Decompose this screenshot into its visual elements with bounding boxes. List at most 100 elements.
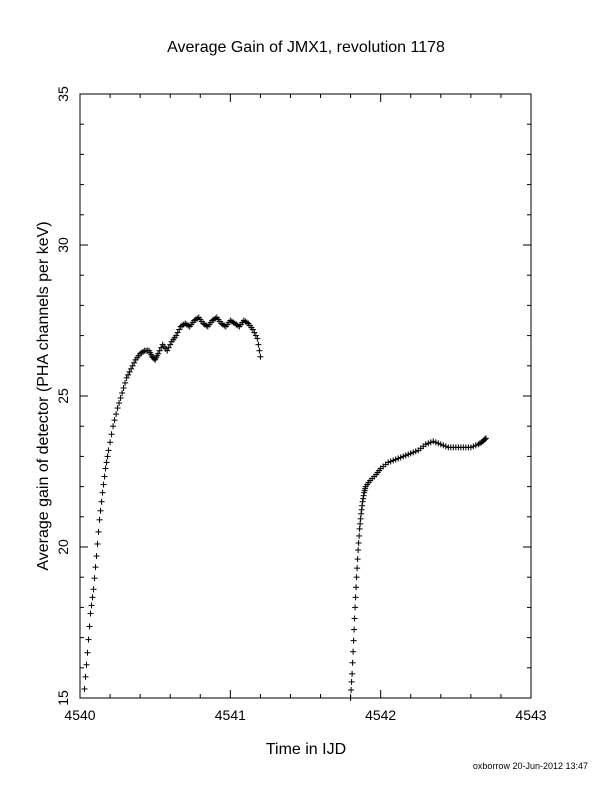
data-point <box>349 670 356 677</box>
data-point <box>354 565 361 572</box>
data-point <box>91 575 98 582</box>
data-point <box>167 341 174 348</box>
data-point <box>353 584 360 591</box>
data-point <box>94 540 101 547</box>
data-point <box>482 435 489 442</box>
data-point <box>257 353 264 360</box>
data-point <box>116 400 123 407</box>
data-point <box>387 458 394 465</box>
data-point <box>254 335 261 342</box>
data-point <box>395 455 402 462</box>
x-tick-label: 4541 <box>215 707 246 723</box>
data-point <box>113 411 120 418</box>
y-tick-label: 30 <box>55 237 71 253</box>
data-point <box>425 440 432 447</box>
data-point <box>110 423 117 430</box>
data-point <box>255 341 262 348</box>
data-point <box>354 556 361 563</box>
data-point <box>129 362 136 369</box>
data-point <box>349 659 356 666</box>
x-tick-label: 4540 <box>64 707 95 723</box>
data-point <box>103 459 110 466</box>
data-point <box>92 564 99 571</box>
data-point <box>93 553 100 560</box>
data-point <box>390 457 397 464</box>
data-point <box>120 384 127 391</box>
data-point <box>95 528 102 535</box>
data-point <box>355 547 362 554</box>
data-point <box>101 473 108 480</box>
data-point <box>352 604 359 611</box>
data-point <box>126 368 133 375</box>
data-point <box>158 344 165 351</box>
data-point <box>87 610 94 617</box>
data-point <box>392 456 399 463</box>
data-point <box>353 574 360 581</box>
data-point <box>351 615 358 622</box>
data-point <box>102 465 109 472</box>
data-point <box>156 347 163 354</box>
data-point <box>84 649 91 656</box>
data-point <box>360 492 367 499</box>
data-point <box>128 365 135 372</box>
data-point <box>437 441 444 448</box>
data-point <box>359 502 366 509</box>
data-point <box>412 448 419 455</box>
data-point <box>356 532 363 539</box>
data-point <box>430 438 437 445</box>
data-point <box>347 695 354 701</box>
x-tick-label: 4542 <box>365 707 396 723</box>
data-point <box>249 326 256 333</box>
data-point <box>117 395 124 402</box>
data-point <box>355 539 362 546</box>
data-point <box>96 516 103 523</box>
data-point <box>123 374 130 381</box>
data-point <box>405 451 412 458</box>
data-point <box>358 506 365 513</box>
data-point <box>104 453 111 460</box>
data-point <box>165 344 172 351</box>
data-series <box>81 314 489 701</box>
data-point <box>176 326 183 333</box>
x-tick-labels: 4540 4541 4542 4543 <box>64 707 546 723</box>
data-point <box>467 444 474 451</box>
y-axis-label: Average gain of detector (PHA channels p… <box>35 221 52 570</box>
plot-frame <box>79 93 532 699</box>
data-point <box>251 329 258 336</box>
y-tick-label: 25 <box>55 388 71 404</box>
data-point <box>173 332 180 339</box>
x-tick-label: 4543 <box>515 707 546 723</box>
data-point <box>252 332 259 339</box>
data-point <box>440 442 447 449</box>
data-point <box>81 685 88 692</box>
data-point <box>164 347 171 354</box>
y-tick-labels: 15 20 25 30 35 <box>55 86 71 706</box>
data-point <box>385 459 392 466</box>
data-point <box>155 350 162 357</box>
data-point <box>352 594 359 601</box>
x-axis-label: Time in IJD <box>266 741 346 758</box>
data-point <box>88 602 95 609</box>
data-point <box>108 431 115 438</box>
data-point <box>481 436 488 443</box>
data-point <box>348 686 355 693</box>
chart-title: Average Gain of JMX1, revolution 1178 <box>167 39 445 56</box>
data-point <box>435 440 442 447</box>
data-point <box>111 417 118 424</box>
footer-stamp: oxborrow 20-Jun-2012 13:47 <box>473 761 588 771</box>
data-point <box>357 515 364 522</box>
data-point <box>356 525 363 532</box>
data-point <box>100 481 107 488</box>
data-point <box>432 439 439 446</box>
data-point <box>98 498 105 505</box>
data-point <box>351 626 358 633</box>
y-tick-label: 35 <box>55 86 71 102</box>
data-point <box>99 489 106 496</box>
data-point <box>348 678 355 685</box>
data-point <box>83 661 90 668</box>
data-point <box>114 405 121 412</box>
y-tick-label: 20 <box>55 539 71 555</box>
data-point <box>256 347 263 354</box>
data-point <box>470 443 477 450</box>
data-point <box>122 379 129 386</box>
